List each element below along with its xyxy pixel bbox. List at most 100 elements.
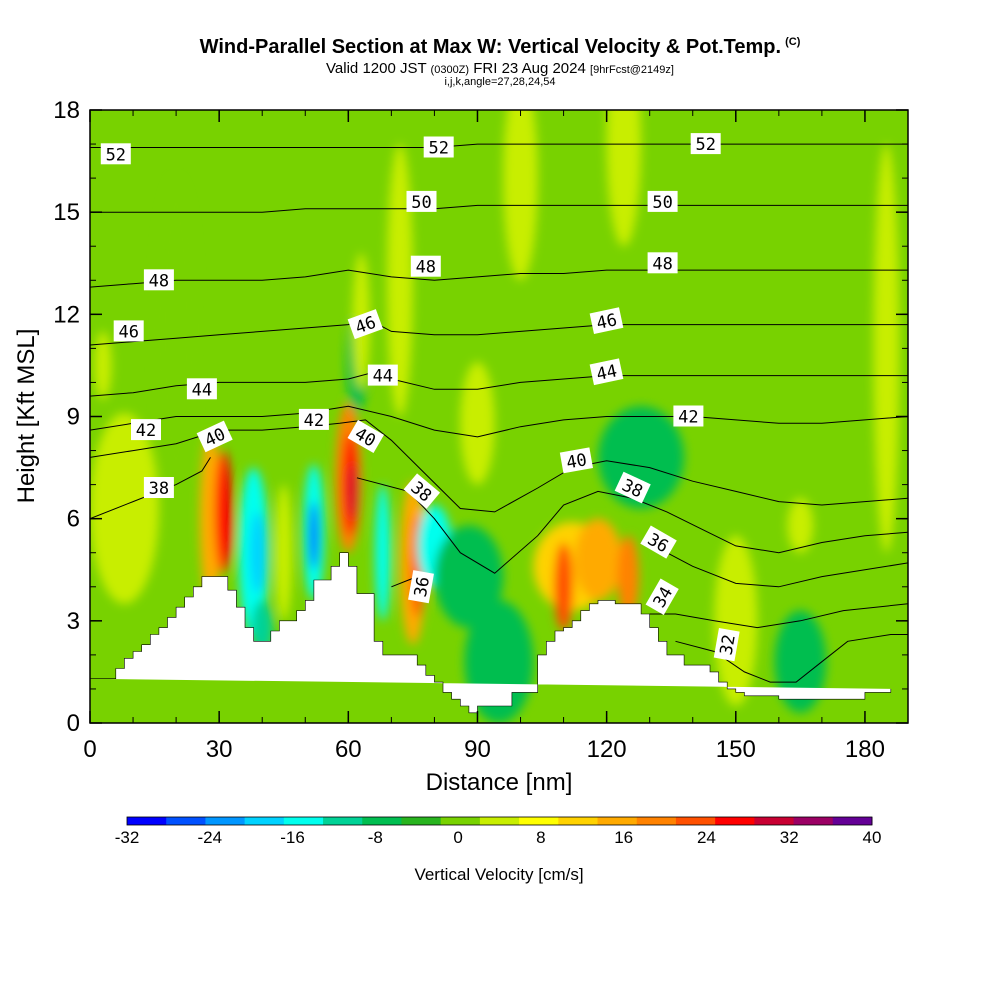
chart-title: Wind-Parallel Section at Max W: Vertical… [0,36,1000,59]
colorbar-swatch [479,817,520,825]
contour-label-text: 42 [304,411,324,431]
colorbar: -32 -24 -16 -8 0 8 16 24 32 40 [115,816,882,847]
contour-label-bg [131,419,161,441]
y-tick-label: 0 [67,710,80,737]
contour-label: 46 [347,309,384,340]
colorbar-swatch [283,817,324,825]
contour-label-bg [423,136,454,158]
chart-subtitle: Valid 1200 JST (0300Z) FRI 23 Aug 2024 [… [0,60,1000,77]
y-tick-label: 18 [53,97,80,124]
contour-label: 48 [143,269,174,291]
w-feature [714,535,758,706]
theta-contours [90,143,908,683]
contour-label-text: 46 [595,310,619,334]
w-feature [434,525,504,628]
theta-contour-line [90,204,908,213]
colorbar-swatch [127,817,167,825]
contour-label-bg [347,309,384,340]
contour-label-bg [347,419,384,454]
theta-contour-line [90,143,908,148]
contour-label-bg [410,255,441,277]
colorbar-tick-label: 8 [536,828,545,847]
w-feature [787,498,814,553]
contour-label-text: 52 [106,145,126,165]
contour-label-bg [673,405,704,427]
contour-label-text: 32 [717,633,740,657]
theta-contour-line [356,477,908,574]
colorbar-swatch [519,817,559,825]
x-tick-label: 90 [464,736,491,763]
contour-label-bg [690,133,721,155]
colorbar-swatch [793,817,834,825]
w-feature [348,464,357,519]
w-feature [774,610,827,713]
colorbar-swatch [401,817,442,825]
w-feature [460,362,495,485]
contour-label-bg [196,420,233,453]
colorbar-swatch [166,817,206,825]
w-feature [617,535,639,618]
x-tick-label: 180 [845,736,885,763]
contour-label-bg [367,364,398,386]
subtitle-valid: Valid 1200 JST [326,60,427,77]
contour-label-text: 52 [428,139,448,159]
x-axis: 0 30 60 90 120 150 180 [83,110,909,763]
contour-label: 36 [408,570,434,604]
subtitle-fcst: [9hrFcst@2149z] [590,64,674,76]
theta-contour-line [90,405,908,438]
contour-label: 32 [713,628,740,662]
colorbar-swatch [715,817,755,825]
y-tick-label: 12 [53,301,80,328]
contour-label-text: 48 [416,258,436,278]
contour-label-text: 38 [149,479,169,499]
contour-label-text: 44 [595,361,619,385]
contour-label: 42 [298,408,329,431]
x-axis-label: Distance [nm] [426,769,573,796]
colorbar-label: Vertical Velocity [cm/s] [414,865,583,884]
terrain [90,552,892,714]
contour-label: 50 [647,190,678,213]
x-tick-label: 60 [335,736,362,763]
theta-contour-line [90,419,908,513]
contour-label-bg [614,471,651,504]
colorbar-tick-label: 40 [863,828,882,847]
y-tick-label: 15 [53,199,80,226]
contour-label: 44 [367,364,398,387]
contour-label-text: 40 [565,450,589,473]
w-feature [873,144,900,553]
colorbar-swatch [636,817,677,825]
y-tick-label: 3 [67,608,80,635]
x-tick-label: 150 [716,736,756,763]
contour-label-bg [645,578,679,615]
theta-contour-line [640,542,908,588]
contour-label: 34 [645,578,679,615]
contour-label-bg [647,190,678,212]
theta-contour-line [90,371,908,397]
y-tick-label: 9 [67,404,80,431]
colorbar-tick-label: 24 [697,828,716,847]
w-feature [90,413,159,604]
y-axis: 0 36 9 12 15 18 [53,97,908,737]
contour-label-bg [647,252,678,274]
contour-label-bg [406,190,437,212]
contour-label: 46 [113,320,144,342]
w-feature [250,511,266,594]
w-feature [199,433,222,604]
theta-contour-line [90,457,211,520]
w-feature [503,110,538,281]
copyright-mark: (C) [785,36,801,49]
colorbar-tick-label: 16 [614,828,633,847]
w-feature [154,178,198,485]
contour-label-bg [100,143,131,165]
colorbar-swatch [558,817,599,825]
contour-label-bg [186,378,217,400]
contour-label: 42 [673,405,704,428]
colorbar-swatch [754,817,795,825]
colorbar-tick-label: 32 [780,828,799,847]
colorbar-frame [126,816,873,826]
contour-label-text: 44 [373,367,393,387]
contour-label-bg [403,473,441,509]
